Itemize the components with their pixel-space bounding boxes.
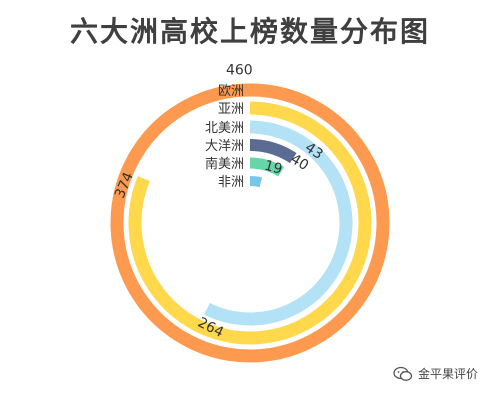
watermark: 金平果评价 [393, 365, 478, 382]
category-label: 北美洲 [205, 121, 244, 136]
bar-3 [249, 139, 297, 164]
chart-title: 六大洲高校上榜数量分布图 [69, 15, 430, 48]
data-label: 19 [263, 158, 284, 178]
bar-1 [128, 101, 372, 345]
category-label: 大洋洲 [205, 139, 244, 154]
bar-4 [249, 157, 285, 177]
watermark-text: 金平果评价 [417, 367, 478, 381]
bar-2 [204, 120, 353, 326]
data-label: 40 [288, 151, 312, 174]
data-label: 460 [226, 62, 253, 78]
category-label: 非洲 [218, 175, 244, 190]
bar-0 [110, 83, 390, 363]
category-label: 南美洲 [205, 156, 244, 172]
wechat-icon [393, 366, 413, 381]
category-label: 欧洲 [218, 84, 244, 99]
category-label: 亚洲 [218, 102, 244, 117]
bar-5 [249, 176, 263, 188]
